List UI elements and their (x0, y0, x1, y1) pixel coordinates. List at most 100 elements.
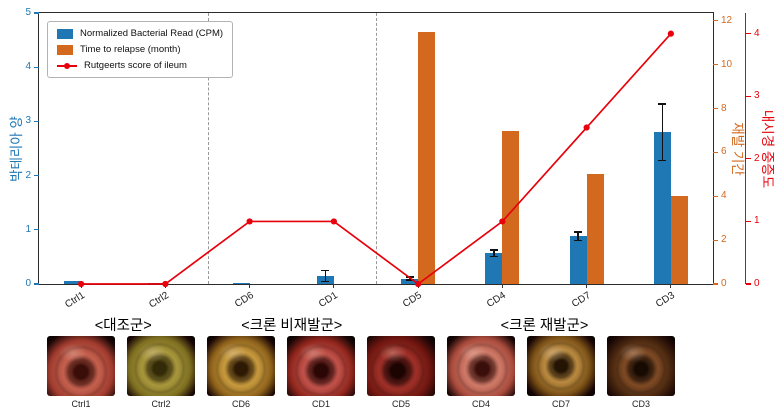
legend-dot-icon (64, 62, 70, 69)
thumb-label-CD4: CD4 (471, 399, 490, 409)
x-tick-label-Ctrl2: Ctrl2 (147, 290, 172, 311)
bar-bacterial-CD6 (232, 282, 250, 284)
x-tick-label-CD4: CD4 (485, 290, 509, 310)
legend-label-relapse: Time to relapse (month) (80, 44, 181, 55)
y-tick-label-left-2: 2 (25, 169, 31, 181)
error-cap-top-CD7 (574, 231, 583, 233)
thumb-label-CD3: CD3 (631, 399, 650, 409)
rutgeerts-point-Ctrl2 (162, 280, 169, 288)
bar-bacterial-CD4 (485, 253, 503, 284)
y-tick-orange-12 (713, 20, 718, 22)
thumb-label-CD1: CD1 (311, 399, 330, 409)
error-cap-bot-CD1 (321, 280, 330, 283)
error-cap-bot-CD5 (405, 279, 414, 281)
y-tick-label-red-2: 2 (754, 152, 760, 164)
y-tick-left-0 (34, 283, 39, 285)
group-separator-1 (376, 13, 377, 284)
thumb-label-CD5: CD5 (391, 399, 410, 409)
y-tick-orange-6 (713, 151, 718, 154)
x-tick-CD1 (333, 284, 335, 288)
error-cap-top-CD1 (321, 269, 330, 272)
endoscopy-thumb-CD6: CD6 (207, 336, 275, 409)
x-tick-CD3 (670, 284, 672, 288)
y-tick-left-1 (34, 229, 39, 231)
bar-bacterial-CD7 (569, 236, 587, 284)
legend-swatch-rutgeerts-line (57, 61, 77, 71)
red-axis-label: 내시경 중증도 (760, 109, 775, 189)
rutgeerts-point-CD5 (415, 280, 422, 288)
x-tick-label-Ctrl1: Ctrl1 (63, 290, 87, 311)
endoscopy-image-CD7 (527, 336, 595, 396)
y-tick-orange-0 (713, 283, 718, 285)
y-tick-left-2 (34, 175, 39, 177)
endoscopy-thumb-CD4: CD4 (447, 336, 515, 409)
error-cap-bot-CD7 (574, 239, 583, 242)
y-tick-label-left-3: 3 (25, 115, 31, 127)
rutgeerts-point-CD4 (499, 218, 506, 225)
y-tick-label-left-5: 5 (25, 7, 31, 18)
y-tick-red-2 (746, 158, 751, 160)
group-label-1: <크론 비재발군> (241, 318, 343, 334)
bar-bacterial-CD5 (401, 278, 419, 284)
y-tick-label-left-0: 0 (25, 278, 31, 289)
left-axis-label: 박테리아 양 (9, 116, 24, 182)
legend-label-bacterial: Normalized Bacterial Read (CPM) (80, 28, 224, 39)
group-label-2: <크론 재발군> (500, 318, 589, 334)
x-tick-label-CD3: CD3 (653, 290, 677, 310)
legend-swatch-relapse (57, 44, 73, 55)
thumbnail-row: Ctrl1 Ctrl2 CD6 CD1 CD5 CD4 CD7 CD3 (0, 336, 780, 409)
y-tick-left-3 (34, 120, 39, 122)
thumb-label-Ctrl2: Ctrl2 (151, 399, 171, 409)
y-tick-label-orange-2: 2 (721, 234, 727, 246)
y-tick-label-red-1: 1 (754, 215, 760, 227)
y-tick-label-red-0: 0 (754, 278, 760, 289)
group-label-0: <대조군> (94, 318, 152, 334)
endoscopy-image-CD6 (207, 336, 275, 396)
endoscopy-image-CD1 (287, 336, 355, 396)
y-tick-left-5 (34, 12, 39, 14)
y-tick-label-red-3: 3 (754, 90, 760, 102)
endoscopy-thumb-CD5: CD5 (367, 336, 435, 409)
legend-item-bacterial: Normalized Bacterial Read (CPM) (57, 28, 223, 39)
legend-item-rutgeerts: Rutgeerts score of ileum (57, 60, 223, 71)
bar-relapse-CD4 (502, 130, 520, 284)
endoscopy-thumb-CD1: CD1 (287, 336, 355, 409)
x-tick-CD7 (586, 284, 588, 288)
red-axis-spine (745, 13, 747, 284)
endoscopy-image-CD4 (447, 336, 515, 396)
endoscopy-image-CD5 (367, 336, 435, 396)
y-tick-red-1 (746, 220, 751, 222)
error-cap-top-CD4 (489, 249, 498, 251)
bar-relapse-CD5 (418, 31, 436, 284)
endoscopy-image-Ctrl1 (47, 336, 115, 396)
plot-area: Normalized Bacterial Read (CPM) Time to … (25, 7, 759, 334)
endoscopy-image-CD3 (607, 336, 675, 396)
x-tick-CD4 (501, 284, 503, 288)
error-bar-CD4 (493, 249, 495, 257)
thumb-label-CD6: CD6 (231, 399, 250, 409)
x-tick-label-CD5: CD5 (401, 290, 424, 310)
bar-relapse-CD3 (670, 196, 688, 284)
y-tick-red-0 (746, 283, 751, 285)
bar-relapse-CD7 (586, 174, 604, 284)
error-bar-CD1 (324, 270, 327, 282)
y-tick-label-orange-4: 4 (721, 190, 727, 202)
x-tick-CD6 (249, 284, 251, 288)
y-tick-label-orange-10: 10 (721, 58, 733, 70)
rutgeerts-point-CD3 (667, 30, 674, 37)
thumb-label-CD7: CD7 (551, 399, 570, 409)
y-tick-label-orange-8: 8 (721, 102, 727, 114)
error-bar-CD3 (661, 104, 664, 161)
y-tick-label-orange-6: 6 (721, 146, 727, 158)
error-bar-CD7 (577, 231, 579, 241)
legend-item-relapse: Time to relapse (month) (57, 44, 223, 55)
orange-axis-label: 재발 기간 (730, 122, 745, 176)
y-tick-label-left-4: 4 (25, 61, 31, 73)
error-cap-top-CD3 (658, 103, 667, 105)
y-tick-orange-2 (713, 239, 718, 241)
legend: Normalized Bacterial Read (CPM) Time to … (47, 21, 234, 78)
y-tick-label-red-4: 4 (754, 27, 760, 39)
rutgeerts-point-CD1 (330, 218, 337, 225)
endoscopy-thumb-Ctrl2: Ctrl2 (127, 336, 195, 409)
